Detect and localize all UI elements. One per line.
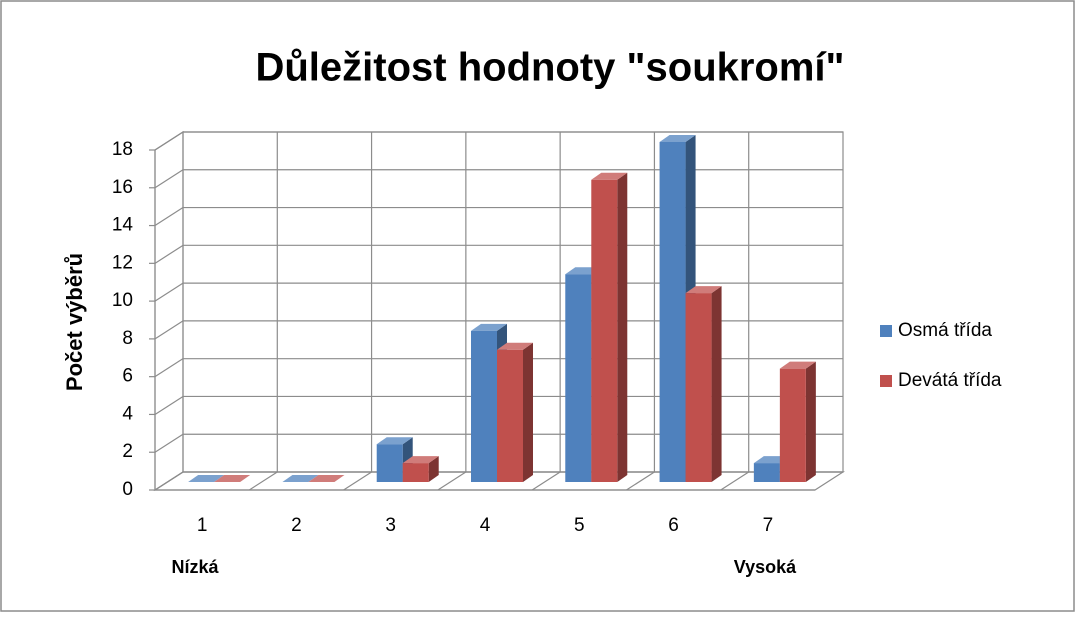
x-tick-label: 4 xyxy=(480,515,491,536)
grid-line xyxy=(154,207,184,227)
y-tick-label: 4 xyxy=(122,403,133,424)
legend-swatch xyxy=(880,325,892,337)
grid-line xyxy=(154,395,184,415)
floor-line xyxy=(626,471,655,491)
grid-line xyxy=(154,471,184,491)
bar-front xyxy=(471,330,497,482)
y-tick-label: 12 xyxy=(112,252,133,273)
bar-front xyxy=(779,368,806,482)
floor-line xyxy=(437,471,467,491)
grid-line xyxy=(154,169,184,189)
bar-top xyxy=(497,342,533,350)
bar xyxy=(779,361,816,482)
bar-side xyxy=(428,456,439,482)
legend-label: Devátá třída xyxy=(898,370,1002,391)
bar-top xyxy=(188,475,225,482)
bar-side xyxy=(805,361,816,482)
y-tick-label: 16 xyxy=(112,177,133,198)
grid-line xyxy=(154,282,184,302)
annotation: Vysoká xyxy=(734,557,797,577)
bar-top xyxy=(376,437,413,445)
grid-line xyxy=(154,244,184,264)
bar-side xyxy=(523,342,533,482)
y-tick-label: 2 xyxy=(122,441,133,462)
chart-title: Důležitost hodnoty "soukromí" xyxy=(255,46,844,90)
bar xyxy=(497,342,533,482)
y-tick-label: 10 xyxy=(112,290,133,311)
bar xyxy=(214,475,251,482)
floor-line xyxy=(531,471,561,491)
x-tick-label: 1 xyxy=(197,515,208,536)
bar-top xyxy=(471,323,507,331)
x-tick-label: 6 xyxy=(668,515,679,536)
x-tick-label: 7 xyxy=(763,515,774,536)
bar xyxy=(188,475,225,482)
bar-top xyxy=(402,456,439,464)
bar-front xyxy=(402,463,429,482)
floor-line xyxy=(720,471,750,491)
bar-top xyxy=(685,286,722,294)
grid-line xyxy=(154,358,184,378)
floor-line xyxy=(248,471,278,491)
bar-top xyxy=(779,361,816,369)
y-tick-label: 14 xyxy=(112,215,134,236)
bar-side xyxy=(711,286,722,482)
bar-top xyxy=(308,475,345,482)
bar xyxy=(685,286,722,482)
bar xyxy=(308,475,345,482)
y-tick-label: 8 xyxy=(122,328,133,349)
bar xyxy=(402,456,439,482)
bar-top xyxy=(282,475,319,482)
grid-line xyxy=(154,320,184,340)
grid-line xyxy=(154,433,184,453)
bar-top xyxy=(591,172,628,180)
annotation: Nízká xyxy=(171,557,219,577)
x-tick-label: 5 xyxy=(574,515,585,536)
x-tick-label: 2 xyxy=(291,515,302,536)
bar-front xyxy=(376,444,403,482)
grid-line xyxy=(154,131,184,151)
bar xyxy=(659,135,696,482)
y-tick-label: 18 xyxy=(112,139,133,160)
bar-front xyxy=(497,349,523,482)
bar-front xyxy=(565,274,592,482)
legend-swatch xyxy=(880,375,892,387)
bar xyxy=(591,172,628,482)
bar xyxy=(282,475,319,482)
bar-front xyxy=(659,142,686,482)
y-tick-label: 6 xyxy=(122,366,133,387)
bar-front xyxy=(753,463,780,482)
legend-label: Osmá třída xyxy=(898,320,992,341)
x-tick-label: 3 xyxy=(385,515,396,536)
bar-front xyxy=(685,293,712,482)
y-tick-label: 0 xyxy=(122,479,133,500)
y-axis-label: Počet výběrů xyxy=(62,253,87,391)
bar-side xyxy=(617,172,628,482)
floor-line xyxy=(343,471,372,491)
bar-top xyxy=(214,475,251,482)
bar-top xyxy=(659,135,696,142)
bar-front xyxy=(591,179,618,482)
